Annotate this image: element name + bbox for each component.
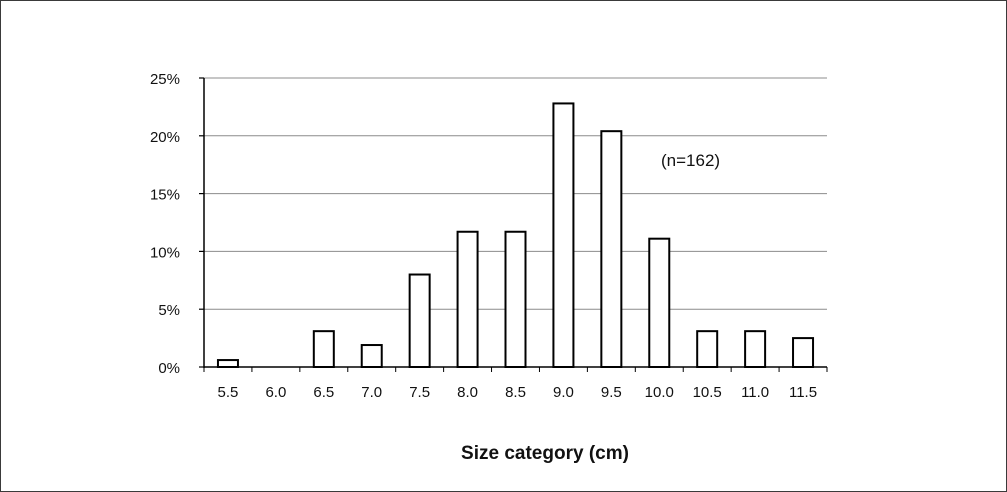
- bar-11.5: [792, 337, 815, 369]
- x-tick-label: 8.0: [457, 384, 478, 401]
- axes: [199, 77, 828, 372]
- y-tick-label: 25%: [150, 71, 180, 88]
- bar-9.5: [600, 130, 623, 368]
- y-tick-label: 20%: [150, 129, 180, 146]
- bar-10.0: [648, 237, 671, 368]
- gridlines: [204, 77, 827, 310]
- y-tick-label: 10%: [150, 244, 180, 261]
- x-tick-labels: 5.5 6.0 6.5 7.0 7.5 8.0 8.5 9.0 9.5 10.0 10.5 11.0 1…: [218, 384, 818, 401]
- x-tick-label: 6.0: [265, 384, 286, 401]
- x-tick-label: 10.5: [693, 384, 722, 401]
- bar-6.5: [312, 330, 335, 368]
- y-tick-label: 0%: [158, 360, 180, 377]
- sample-size-annotation: (n=162): [661, 151, 720, 170]
- bar-9.0: [552, 102, 575, 368]
- x-axis-title: Size category (cm): [461, 443, 629, 464]
- y-tick-labels: 0% 5% 10% 15% 20% 25%: [150, 71, 180, 377]
- bar-11.0: [744, 330, 767, 368]
- y-tick-label: 15%: [150, 187, 180, 204]
- bars: [216, 102, 815, 369]
- x-tick-label: 7.5: [409, 384, 430, 401]
- x-tick-label: 6.5: [313, 384, 334, 401]
- bar-8.5: [504, 230, 527, 368]
- bar-10.5: [696, 330, 719, 368]
- bar-8.0: [456, 230, 479, 368]
- bar-7.0: [360, 344, 383, 369]
- x-tick-label: 9.5: [601, 384, 622, 401]
- x-tick-label: 11.0: [741, 384, 769, 401]
- bar-7.5: [408, 273, 431, 368]
- x-tick-label: 5.5: [218, 384, 239, 401]
- x-tick-label: 9.0: [553, 384, 574, 401]
- bar-5.5: [216, 359, 239, 368]
- x-tick-label: 11.5: [789, 384, 817, 401]
- x-tick-label: 7.0: [361, 384, 382, 401]
- x-tick-label: 10.0: [645, 384, 674, 401]
- x-tick-label: 8.5: [505, 384, 526, 401]
- y-tick-label: 5%: [158, 302, 180, 319]
